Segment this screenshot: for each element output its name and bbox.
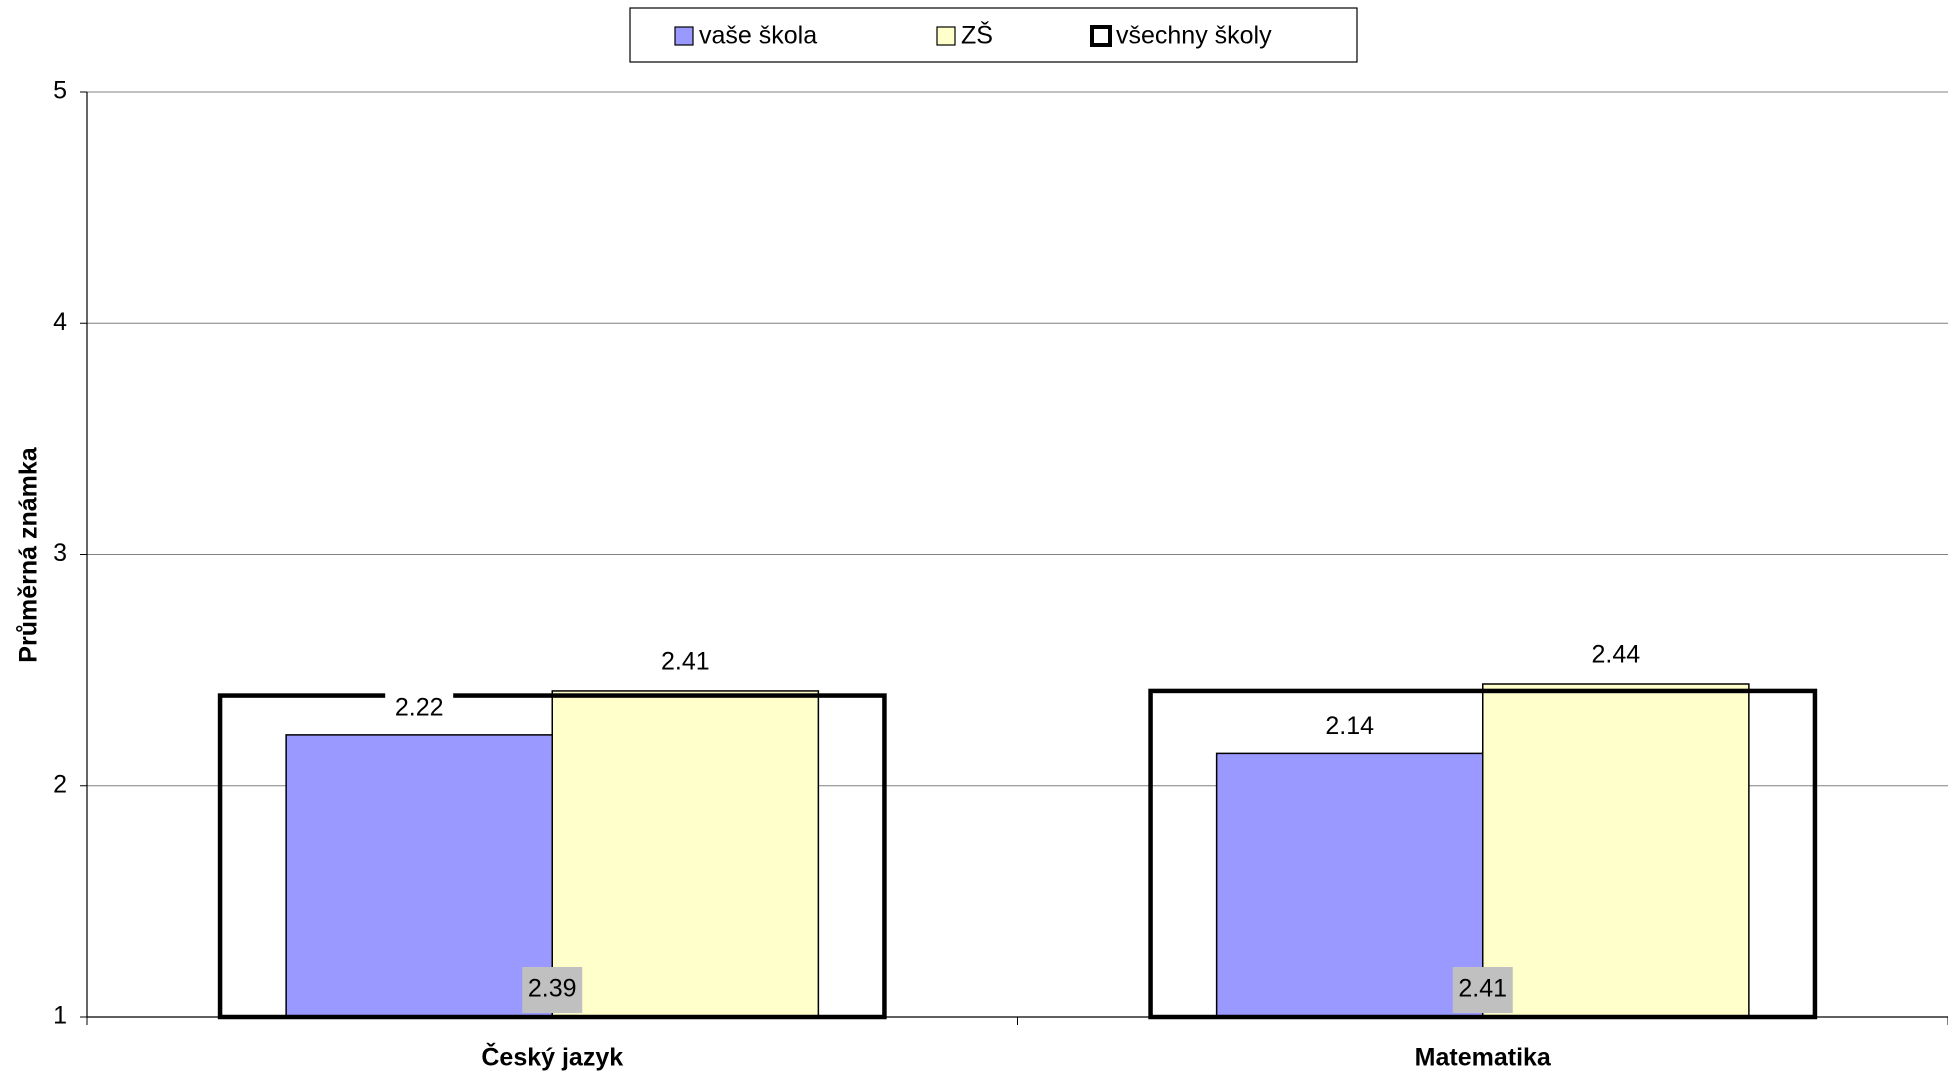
label-bg — [1315, 711, 1384, 740]
y-tick-label: 4 — [53, 308, 67, 336]
label-bg — [522, 967, 583, 1013]
data-label: 2.44 — [1591, 641, 1640, 669]
bar — [1215, 752, 1484, 1018]
data-label: 2.41 — [1458, 975, 1507, 1003]
legend-label: ZŠ — [961, 21, 993, 50]
data-label: 2.22 — [395, 693, 444, 721]
legend-swatch — [674, 26, 694, 46]
bar-outline — [1148, 688, 1818, 1020]
data-label: 2.41 — [661, 648, 710, 676]
legend-swatch — [1090, 25, 1112, 47]
y-tick-label: 3 — [53, 539, 67, 567]
x-tick-label: Matematika — [1415, 1044, 1552, 1072]
data-label: 2.39 — [528, 975, 577, 1003]
label-bg — [385, 692, 454, 721]
bar — [1482, 683, 1750, 1018]
y-tick-label: 5 — [53, 77, 67, 105]
data-label: 2.14 — [1325, 712, 1374, 740]
legend-swatch — [936, 26, 956, 46]
y-axis-label: Průměrná známka — [15, 446, 43, 662]
bar-outline — [217, 693, 887, 1020]
label-bg — [1452, 967, 1513, 1013]
legend-box — [629, 7, 1358, 63]
legend-label: vaše škola — [699, 22, 817, 50]
y-tick-label: 1 — [53, 1002, 67, 1030]
bar — [551, 690, 820, 1018]
bar — [285, 734, 553, 1018]
y-tick-label: 2 — [53, 770, 67, 798]
legend-label: všechny školy — [1116, 22, 1272, 50]
x-tick-label: Český jazyk — [481, 1042, 623, 1072]
